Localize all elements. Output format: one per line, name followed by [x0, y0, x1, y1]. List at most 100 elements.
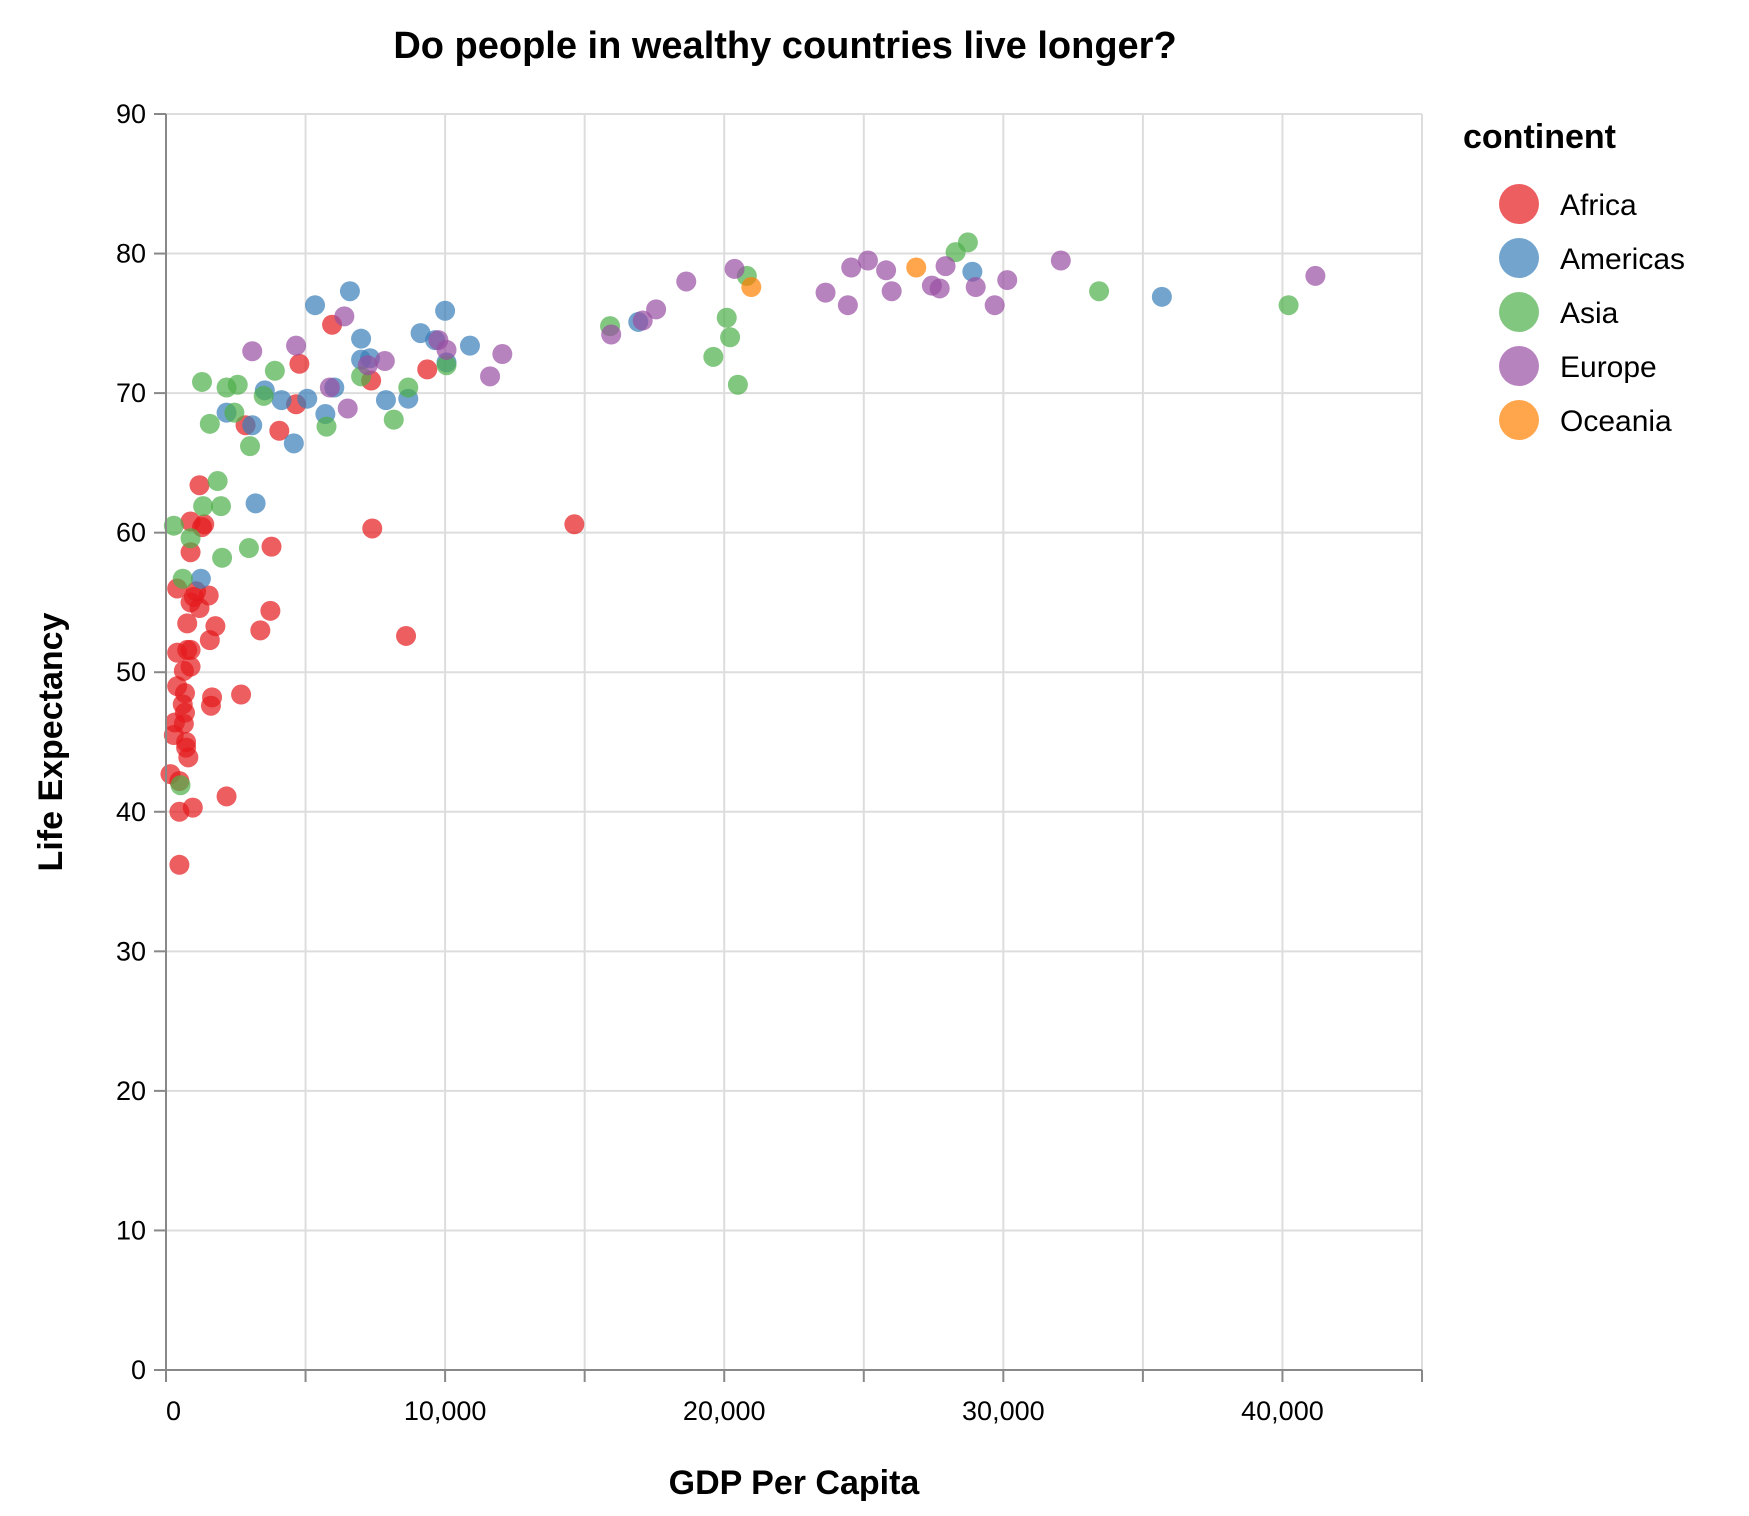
legend-item-europe: Europe: [1499, 346, 1657, 386]
data-point-africa: [178, 747, 199, 768]
data-point-africa: [174, 683, 195, 704]
data-point-europe: [319, 377, 340, 398]
data-point-americas: [245, 493, 266, 514]
legend-item-asia: Asia: [1499, 292, 1619, 332]
y-tick-label: 10: [116, 1215, 146, 1245]
data-point-americas: [375, 390, 396, 411]
data-point-americas: [435, 300, 456, 321]
legend-label: Americas: [1560, 243, 1685, 276]
data-point-africa: [231, 684, 252, 705]
legend-item-americas: Americas: [1499, 238, 1685, 278]
data-point-africa: [189, 475, 210, 496]
y-tick-label: 20: [116, 1076, 146, 1106]
data-point-africa: [205, 616, 226, 637]
data-point-africa: [362, 518, 383, 539]
data-point-asia: [172, 568, 193, 589]
legend: continent Africa Americas Asia Europe Oceani…: [1463, 118, 1685, 440]
data-point-africa: [261, 536, 282, 557]
data-point-europe: [601, 324, 622, 345]
y-tick-label: 50: [116, 657, 146, 687]
data-point-americas: [305, 295, 326, 316]
data-point-africa: [180, 639, 201, 660]
data-point-europe: [337, 398, 358, 419]
data-point-asia: [398, 377, 419, 398]
x-tick-label: 10,000: [404, 1396, 487, 1426]
data-point-africa: [396, 625, 417, 646]
data-point-europe: [929, 278, 950, 299]
data-point-africa: [180, 542, 201, 563]
data-point-europe: [676, 271, 697, 292]
data-point-africa: [169, 854, 190, 875]
data-points: [160, 232, 1326, 875]
data-point-europe: [286, 335, 307, 356]
y-tick-label: 70: [116, 378, 146, 408]
data-point-europe: [984, 295, 1005, 316]
data-point-africa: [269, 420, 290, 441]
y-tick-label: 90: [116, 99, 146, 129]
data-point-oceania: [906, 257, 927, 278]
data-point-americas: [283, 433, 304, 454]
data-point-africa: [180, 656, 201, 677]
data-point-africa: [177, 613, 198, 634]
data-point-europe: [997, 270, 1018, 291]
data-point-asia: [716, 307, 737, 328]
data-point-americas: [962, 261, 983, 282]
legend-label: Europe: [1560, 351, 1657, 384]
data-point-africa: [198, 585, 219, 606]
grid-lines: [165, 113, 1423, 1371]
data-point-asia: [207, 471, 228, 492]
data-point-europe: [1050, 250, 1071, 271]
data-point-europe: [841, 257, 862, 278]
data-point-africa: [174, 702, 195, 723]
data-point-americas: [297, 388, 318, 409]
data-point-europe: [436, 339, 457, 360]
data-point-africa: [202, 687, 223, 708]
data-point-europe: [242, 341, 263, 362]
data-point-asia: [212, 547, 233, 568]
y-tick-label: 30: [116, 936, 146, 966]
data-point-europe: [374, 351, 395, 372]
data-point-europe: [632, 310, 653, 331]
data-point-europe: [1305, 265, 1326, 286]
data-point-oceania: [741, 277, 762, 298]
data-point-asia: [957, 232, 978, 253]
data-point-asia: [180, 528, 201, 549]
data-point-asia: [727, 374, 748, 395]
data-point-asia: [436, 355, 457, 376]
y-axis-title: Life Expectancy: [32, 612, 70, 871]
legend-label: Africa: [1560, 189, 1637, 222]
data-point-americas: [190, 568, 211, 589]
data-point-africa: [417, 359, 438, 380]
data-point-americas: [351, 328, 372, 349]
data-point-asia: [210, 496, 231, 517]
data-point-americas: [1151, 286, 1172, 307]
axes: 0 10,000 20,000 30,000 40,000 0 10 20 30 40 50 60 70…: [116, 99, 1423, 1426]
legend-title: continent: [1463, 118, 1616, 156]
data-point-europe: [480, 366, 501, 387]
data-point-asia: [383, 409, 404, 430]
data-point-europe: [876, 260, 897, 281]
chart-title: Do people in wealthy countries live long…: [393, 25, 1176, 67]
x-tick-label: 30,000: [962, 1396, 1045, 1426]
data-point-africa: [216, 786, 237, 807]
data-point-asia: [1278, 295, 1299, 316]
data-point-asia: [227, 374, 248, 395]
data-point-americas: [339, 281, 360, 302]
y-tick-label: 0: [131, 1355, 146, 1385]
data-point-americas: [242, 415, 263, 436]
data-point-europe: [492, 344, 513, 365]
data-point-asia: [264, 360, 285, 381]
data-point-europe: [857, 250, 878, 271]
x-axis-title: GDP Per Capita: [669, 1464, 921, 1502]
data-point-africa: [194, 514, 215, 535]
data-point-asia: [720, 327, 741, 348]
y-tick-label: 80: [116, 239, 146, 269]
data-point-europe: [646, 299, 667, 320]
data-point-asia: [240, 436, 261, 457]
y-tick-label: 60: [116, 518, 146, 548]
data-point-asia: [192, 371, 213, 392]
legend-label: Asia: [1560, 297, 1619, 330]
data-point-europe: [965, 277, 986, 298]
data-point-asia: [703, 346, 724, 367]
